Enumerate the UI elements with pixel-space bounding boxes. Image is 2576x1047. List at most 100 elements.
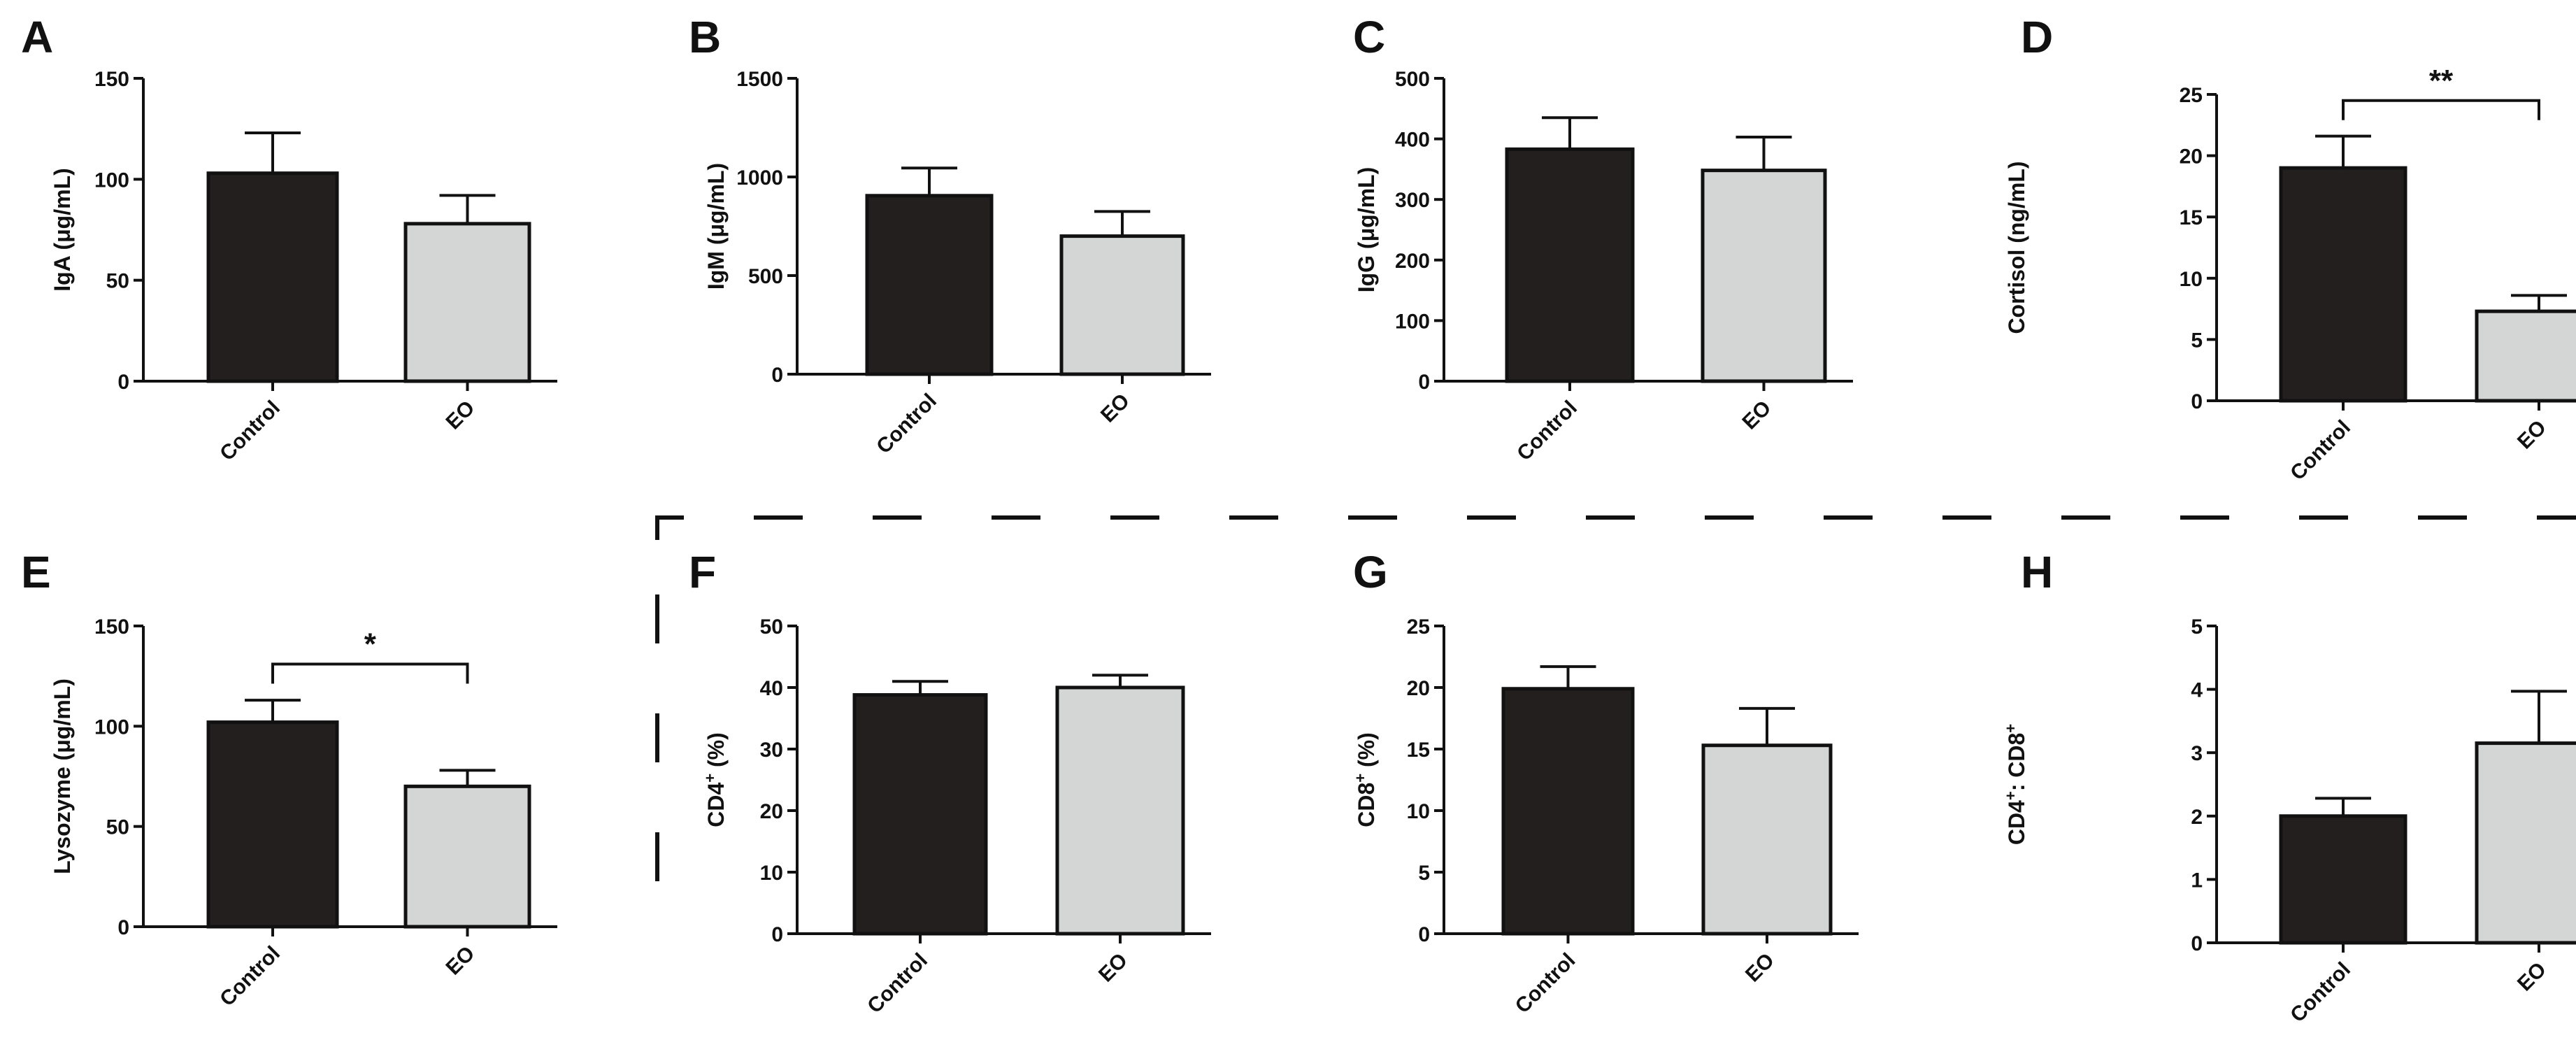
bar-eo (1703, 171, 1825, 381)
panel-letter: B (689, 12, 721, 62)
y-tick-label: 50 (106, 270, 129, 293)
bar-eo (406, 224, 529, 381)
y-tick-label: 0 (1418, 371, 1430, 394)
x-category-label: EO (441, 942, 479, 980)
bar-control (2281, 168, 2405, 401)
x-category-label: Control (2286, 416, 2355, 485)
y-tick-label: 10 (1407, 800, 1430, 823)
y-axis-label-part: (ng/mL) (2004, 161, 2029, 249)
y-axis-label-part: + (701, 774, 719, 783)
bar-control (1507, 149, 1633, 381)
y-axis-label-part: IgA (50, 255, 75, 291)
y-tick-label: 0 (117, 916, 129, 939)
bar-control (208, 722, 337, 927)
y-tick-label: 20 (1407, 677, 1430, 700)
x-category-label: EO (1094, 949, 1132, 987)
y-axis-label-part: IgG (1354, 255, 1379, 292)
y-tick-label: 15 (1407, 739, 1430, 762)
bar-control (1503, 689, 1633, 934)
bar-eo (406, 786, 529, 927)
y-tick-label: 1 (2191, 869, 2203, 892)
y-axis-label-part: + (2002, 791, 2019, 800)
significance-label: ** (2429, 64, 2454, 98)
y-tick-label: 100 (1395, 310, 1430, 333)
y-tick-label: 10 (2180, 268, 2203, 291)
significance-bracket (2343, 101, 2539, 120)
y-tick-label: 200 (1395, 250, 1430, 273)
y-tick-label: 0 (2191, 390, 2203, 413)
y-tick-label: 0 (117, 371, 129, 394)
bar-eo (2477, 743, 2576, 943)
y-tick-label: 2 (2191, 806, 2203, 829)
bar-control (854, 695, 986, 934)
y-tick-label: 25 (2180, 84, 2203, 107)
bar-eo (1061, 236, 1183, 374)
y-axis-label-part: IgM (703, 251, 729, 290)
x-category-label: Control (872, 390, 941, 459)
y-axis-label-part: (μg/mL) (50, 678, 75, 767)
y-tick-label: 0 (771, 923, 783, 946)
y-tick-label: 3 (2191, 742, 2203, 765)
y-axis-label: CD4+: CD8+ (2002, 724, 2030, 845)
y-tick-label: 30 (760, 739, 783, 762)
bar-eo (1703, 746, 1831, 934)
panel-letter: C (1353, 12, 1385, 62)
x-category-label: EO (1738, 397, 1775, 434)
y-tick-label: 150 (94, 615, 129, 639)
y-tick-label: 50 (106, 816, 129, 839)
x-category-label: EO (441, 397, 479, 434)
bar-control (2281, 816, 2405, 943)
x-category-label: EO (1096, 390, 1134, 427)
y-axis-label-part: : CD8 (2004, 733, 2029, 792)
dashed-divider (657, 518, 2576, 540)
y-axis-label: IgA (μg/mL) (50, 168, 75, 292)
y-tick-label: 300 (1395, 189, 1430, 212)
y-axis-label-part: Lysozyme (50, 767, 75, 874)
y-axis-label: Lysozyme (μg/mL) (50, 678, 75, 874)
y-axis-label-part: CD4 (2004, 800, 2029, 845)
y-tick-label: 500 (748, 265, 783, 288)
y-axis-label: IgG (μg/mL) (1354, 167, 1379, 293)
y-tick-label: 100 (94, 169, 129, 192)
panel-letter: H (2021, 547, 2053, 597)
y-axis-label: IgM (μg/mL) (703, 163, 729, 290)
y-tick-label: 10 (760, 862, 783, 885)
y-axis-label-part: Cortisol (2004, 250, 2029, 334)
y-axis-label-part: (μg/mL) (1354, 167, 1379, 255)
y-tick-label: 5 (1418, 862, 1430, 885)
y-axis-label: CD8+ (%) (1352, 732, 1380, 827)
y-tick-label: 1000 (736, 166, 783, 190)
y-tick-label: 500 (1395, 68, 1430, 91)
panel-letter: F (689, 547, 716, 597)
x-category-label: EO (2513, 416, 2551, 454)
bar-control (867, 196, 992, 374)
y-tick-label: 400 (1395, 129, 1430, 152)
y-tick-label: 20 (2180, 145, 2203, 169)
bar-control (208, 173, 337, 381)
y-tick-label: 15 (2180, 206, 2203, 229)
significance-bracket (273, 664, 468, 683)
y-tick-label: 150 (94, 68, 129, 91)
y-axis-label-part: (μg/mL) (50, 168, 75, 256)
y-tick-label: 20 (760, 800, 783, 823)
significance-label: * (364, 627, 377, 661)
bar-eo (1057, 688, 1183, 934)
y-tick-label: 0 (771, 364, 783, 387)
y-tick-label: 100 (94, 715, 129, 739)
x-category-label: Control (215, 942, 285, 1011)
y-tick-label: 25 (1407, 615, 1430, 639)
y-axis-label-part: (%) (1354, 732, 1379, 774)
panel-letter: G (1353, 547, 1388, 597)
x-category-label: EO (1741, 949, 1779, 987)
y-axis-label: CD4+ (%) (701, 732, 729, 827)
y-tick-label: 0 (2191, 932, 2203, 955)
panel-letter: A (21, 12, 53, 62)
panel-letter: D (2021, 12, 2053, 62)
